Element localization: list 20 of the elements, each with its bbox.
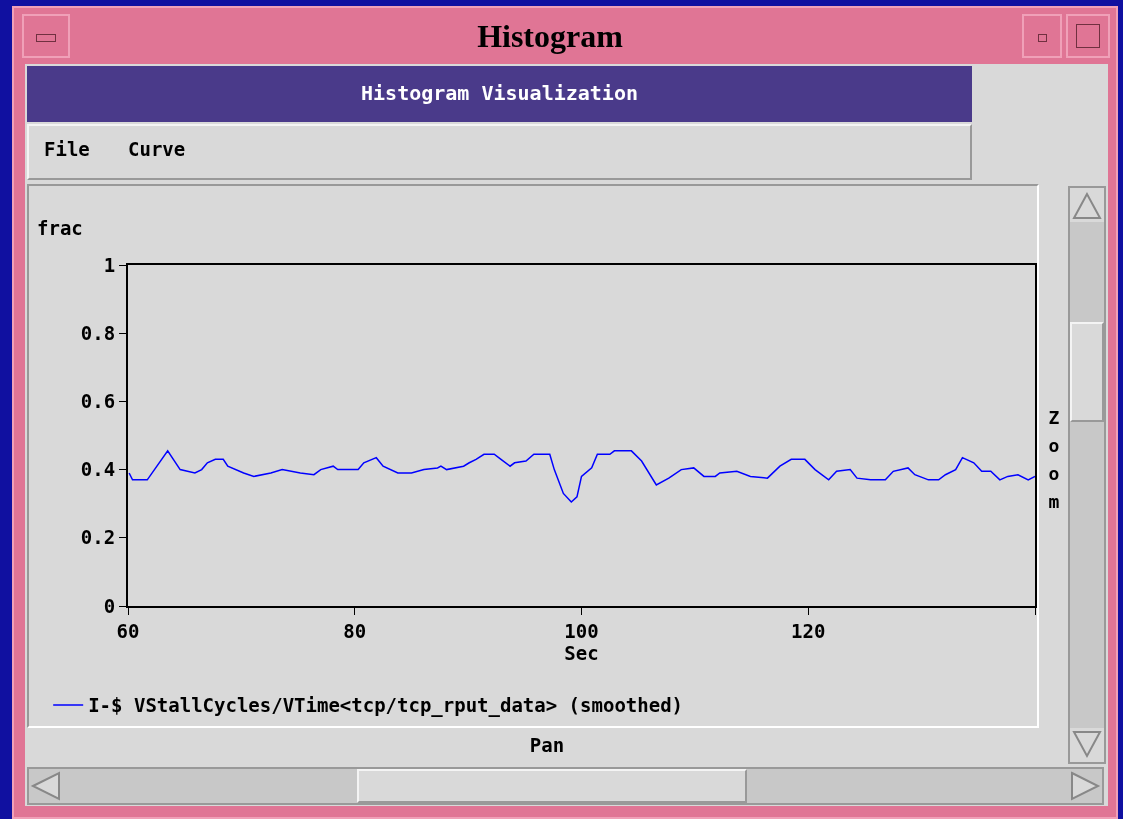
y-tick-label: 0: [103, 594, 116, 617]
x-tick-label: 120: [791, 619, 826, 642]
y-tick-label: 0.4: [80, 458, 116, 481]
y-tick-label: 0.8: [80, 321, 116, 344]
legend-label: I-$ VStallCycles/VTime<tcp/tcp_rput_data> (smoothed): [88, 694, 684, 718]
x-axis-title: Sec: [564, 641, 599, 664]
y-tick-label: 0.2: [80, 526, 116, 549]
text: Pan: [528, 734, 566, 756]
text: Curve: [128, 138, 186, 160]
y-tick-label: 0.6: [80, 390, 116, 413]
text: File: [44, 138, 90, 160]
chart-title: Histogram: [476, 17, 624, 56]
y-axis-title: frac: [37, 217, 83, 239]
text: Zoom: [1047, 406, 1061, 514]
line-series: [128, 450, 1035, 503]
y-tick-label: 1: [103, 253, 116, 276]
x-tick-label: 100: [564, 619, 599, 642]
x-tick-label: 80: [343, 619, 367, 642]
chart-subtitle: Histogram Visualization: [27, 66, 972, 122]
x-tick-label: 60: [116, 619, 140, 642]
